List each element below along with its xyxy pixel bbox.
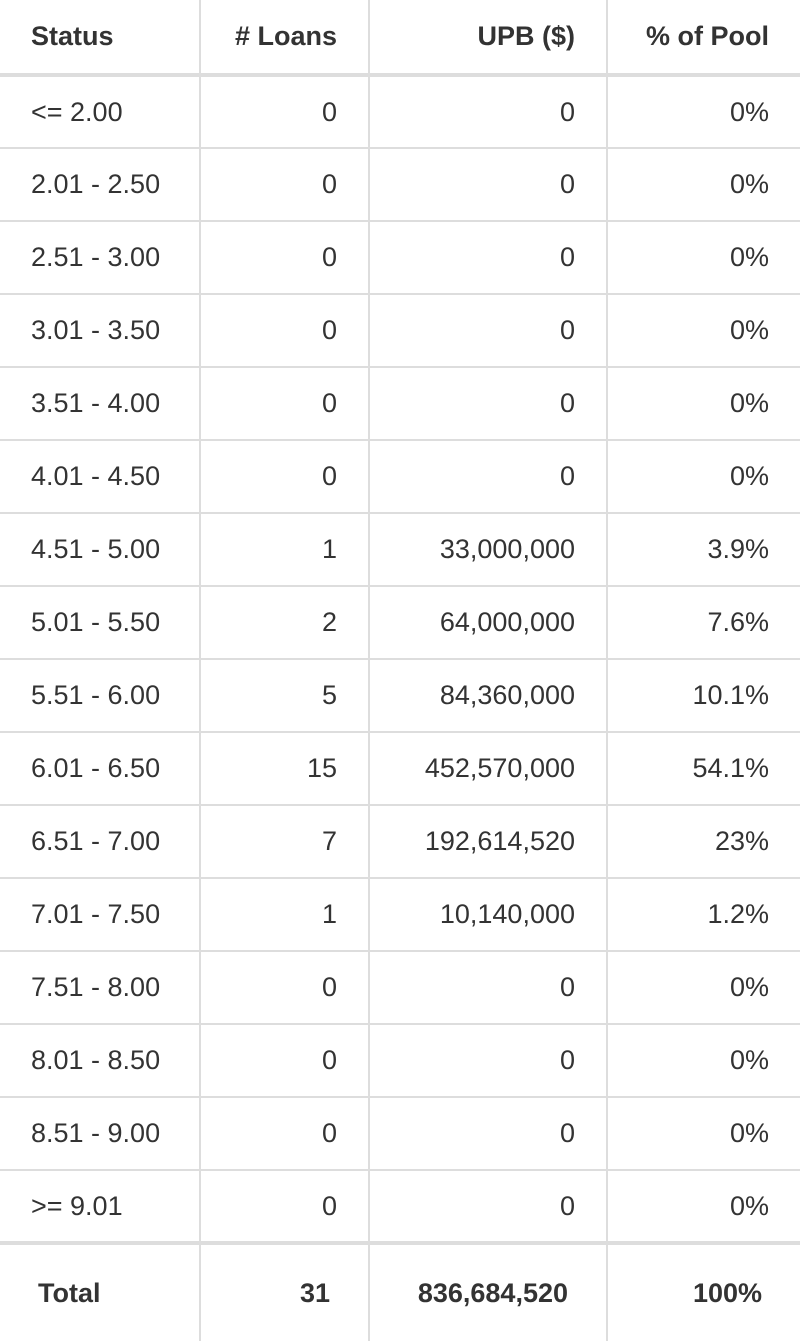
table-cell: 3.51 - 4.00 [0, 366, 201, 441]
table-cell: 7 [199, 804, 370, 879]
table-cell: 0 [368, 439, 608, 514]
table-cell: 0% [606, 1096, 800, 1171]
header-row: Status # Loans UPB ($)% of Pool [0, 0, 800, 77]
table-cell: 10,140,000 [368, 877, 608, 952]
table-cell: 0 [199, 74, 370, 149]
table-cell: 5.01 - 5.50 [0, 585, 201, 660]
table-cell: 54.1% [606, 731, 800, 806]
table-cell: 0 [199, 220, 370, 295]
table-cell: 0 [368, 1096, 608, 1171]
table-cell: 4.51 - 5.00 [0, 512, 201, 587]
table-cell: 836,684,520 [368, 1241, 608, 1341]
table-cell: 0 [368, 1023, 608, 1098]
table-row: <= 2.00 0 0 0% [0, 74, 800, 149]
table-row: 2.51 - 3.00 0 0 0% [0, 220, 800, 295]
table-cell: 0 [368, 366, 608, 441]
table-cell: 2.51 - 3.00 [0, 220, 201, 295]
table-row: 6.51 - 7.00 7 192,614,520 23% [0, 804, 800, 879]
table-cell: 7.51 - 8.00 [0, 950, 201, 1025]
table-cell: 0 [199, 366, 370, 441]
table-cell: 0% [606, 950, 800, 1025]
table-cell: 0 [368, 293, 608, 368]
table-cell: 452,570,000 [368, 731, 608, 806]
table-cell: 0% [606, 1023, 800, 1098]
table-cell: 0 [199, 439, 370, 514]
table-cell: 3.01 - 3.50 [0, 293, 201, 368]
table-header: Status # Loans UPB ($)% of Pool [0, 0, 800, 77]
table-cell: 1 [199, 877, 370, 952]
table-row: >= 9.01 0 0 0% [0, 1169, 800, 1244]
table-cell: 3.9% [606, 512, 800, 587]
table-cell: 2 [199, 585, 370, 660]
table-cell: 192,614,520 [368, 804, 608, 879]
table-cell: 15 [199, 731, 370, 806]
table-cell: 64,000,000 [368, 585, 608, 660]
table-cell: 4.01 - 4.50 [0, 439, 201, 514]
footer-row: Total 31 836,684,520 100% [0, 1241, 800, 1341]
table-cell: 23% [606, 804, 800, 879]
table-cell: 0 [199, 293, 370, 368]
table-row: 5.01 - 5.50 2 64,000,000 7.6% [0, 585, 800, 660]
table-cell: 0 [368, 74, 608, 149]
table-cell: 0% [606, 439, 800, 514]
table-row: 7.51 - 8.00 0 0 0% [0, 950, 800, 1025]
table-row: 6.01 - 6.50 15 452,570,000 54.1% [0, 731, 800, 806]
table-row: 4.51 - 5.00 1 33,000,000 3.9% [0, 512, 800, 587]
table-cell: 84,360,000 [368, 658, 608, 733]
table-body: <= 2.00 0 0 0% 2.01 - 2.50 0 0 0% 2.51 - 3.00 0 0 0… [0, 74, 800, 1244]
table-cell: 0% [606, 293, 800, 368]
table-cell: 5.51 - 6.00 [0, 658, 201, 733]
table-cell: 8.51 - 9.00 [0, 1096, 201, 1171]
table-cell: 0 [199, 147, 370, 222]
table-row: 4.01 - 4.50 0 0 0% [0, 439, 800, 514]
table-row: 2.01 - 2.50 0 0 0% [0, 147, 800, 222]
table-cell: 7.01 - 7.50 [0, 877, 201, 952]
table-cell: 1.2% [606, 877, 800, 952]
table-cell: 0% [606, 74, 800, 149]
table-cell: 0 [199, 1169, 370, 1244]
table-cell: 5 [199, 658, 370, 733]
table-cell: 0 [199, 1023, 370, 1098]
table-cell: 8.01 - 8.50 [0, 1023, 201, 1098]
table-cell: 2.01 - 2.50 [0, 147, 201, 222]
table-cell: 0 [368, 1169, 608, 1244]
table-cell: 0% [606, 366, 800, 441]
header-cell: Status [0, 0, 201, 77]
table-row: 3.51 - 4.00 0 0 0% [0, 366, 800, 441]
table-cell: 6.51 - 7.00 [0, 804, 201, 879]
table-cell: 7.6% [606, 585, 800, 660]
header-cell: % of Pool [606, 0, 800, 77]
table-row: 7.01 - 7.50 1 10,140,000 1.2% [0, 877, 800, 952]
table-cell: 0 [368, 220, 608, 295]
table-cell: 0 [368, 147, 608, 222]
table-row: 5.51 - 6.00 5 84,360,000 10.1% [0, 658, 800, 733]
table-cell: 0% [606, 220, 800, 295]
table-cell: 33,000,000 [368, 512, 608, 587]
header-cell: UPB ($) [368, 0, 608, 77]
table-cell: 10.1% [606, 658, 800, 733]
table-row: 8.51 - 9.00 0 0 0% [0, 1096, 800, 1171]
table-cell: 6.01 - 6.50 [0, 731, 201, 806]
table-cell: 0% [606, 1169, 800, 1244]
header-cell: # Loans [199, 0, 370, 77]
table-row: 8.01 - 8.50 0 0 0% [0, 1023, 800, 1098]
table-cell: <= 2.00 [0, 74, 201, 149]
table-cell: 1 [199, 512, 370, 587]
table-cell: 0 [368, 950, 608, 1025]
table-cell: 31 [199, 1241, 370, 1341]
table-footer: Total 31 836,684,520 100% [0, 1241, 800, 1341]
table-cell: >= 9.01 [0, 1169, 201, 1244]
table-cell: 100% [606, 1241, 800, 1341]
table-cell: Total [0, 1241, 201, 1341]
table-row: 3.01 - 3.50 0 0 0% [0, 293, 800, 368]
table-cell: 0 [199, 950, 370, 1025]
table-cell: 0 [199, 1096, 370, 1171]
table-cell: 0% [606, 147, 800, 222]
